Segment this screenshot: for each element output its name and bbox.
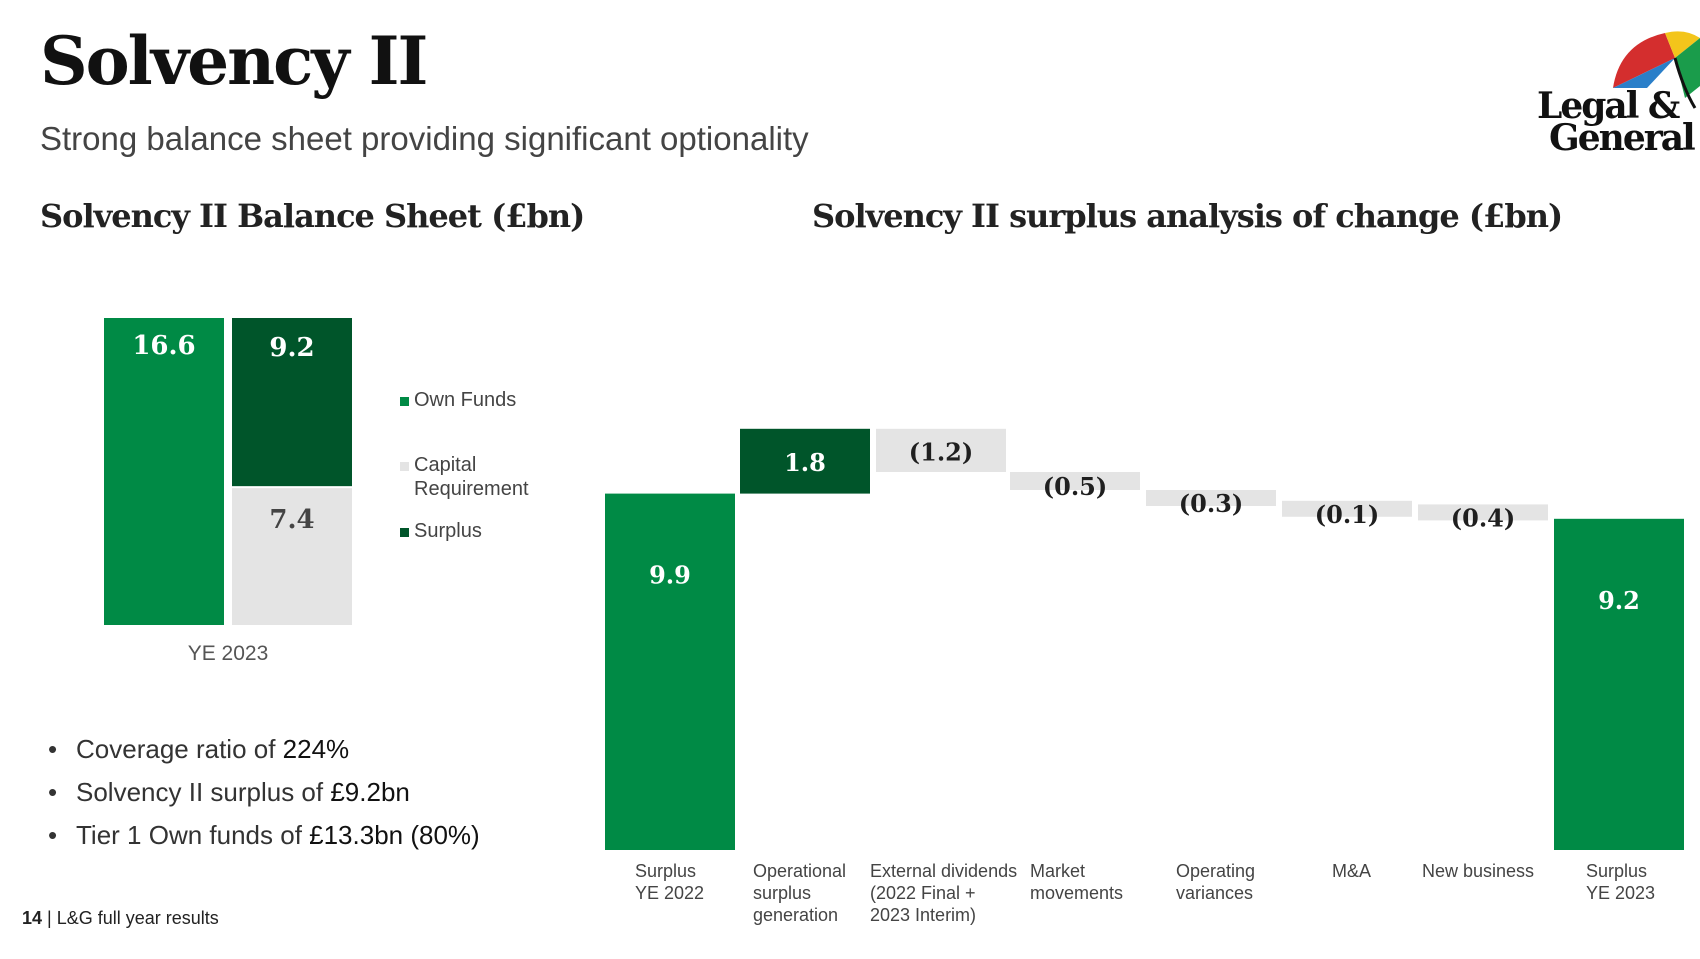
bar-own-funds <box>104 318 224 625</box>
waterfall-bar <box>1418 504 1548 521</box>
waterfall-bar <box>1146 490 1276 506</box>
waterfall-value-label: 9.2 <box>1598 586 1640 615</box>
footer: 14 | L&G full year results <box>22 908 219 929</box>
waterfall-category-label: Operational surplus generation <box>753 861 847 925</box>
waterfall-bar <box>876 428 1006 472</box>
bullet-coverage-ratio: Coverage ratio of 224% <box>48 728 480 771</box>
legend-label: Requirement <box>414 478 529 500</box>
footer-text: L&G full year results <box>56 908 219 928</box>
waterfall-bar <box>1554 518 1684 850</box>
waterfall-title: Solvency II surplus analysis of change (… <box>812 197 1563 235</box>
umbrella-icon <box>1613 31 1700 109</box>
waterfall-bar <box>1282 500 1412 517</box>
waterfall-value-label: 1.8 <box>784 448 826 477</box>
surplus-value: £9.2bn <box>330 777 410 807</box>
page-title: Solvency II <box>40 22 428 100</box>
waterfall-category-label: New business <box>1422 861 1535 881</box>
tier1-value: £13.3bn (80%) <box>309 820 480 850</box>
bullet-surplus: Solvency II surplus of £9.2bn <box>48 771 480 814</box>
waterfall-value-label: 9.9 <box>649 561 691 590</box>
waterfall-value-label: (0.1) <box>1315 500 1379 529</box>
waterfall-bar <box>740 428 870 494</box>
waterfall-bar <box>605 493 735 850</box>
legend-label: Capital <box>414 454 476 476</box>
x-tick-label: YE 2023 <box>188 642 269 665</box>
waterfall-category-label: M&A <box>1332 861 1372 881</box>
waterfall-category-label: Operating variances <box>1176 861 1256 903</box>
waterfall-category-label: Surplus YE 2023 <box>1586 861 1656 903</box>
page-subtitle: Strong balance sheet providing significa… <box>40 120 809 157</box>
legend-swatch <box>400 462 409 471</box>
bullet-tier1: Tier 1 Own funds of £13.3bn (80%) <box>48 814 480 857</box>
waterfall-value-label: (0.5) <box>1043 472 1107 501</box>
waterfall-category-label: Market movements <box>1030 861 1124 903</box>
balance-sheet-title: Solvency II Balance Sheet (£bn) <box>40 197 585 235</box>
waterfall-category-label: External dividends (2022 Final + 2023 In… <box>870 861 1018 925</box>
label-capital-requirement: 7.4 <box>269 505 314 535</box>
legend-swatch <box>400 397 409 406</box>
waterfall-value-label: (1.2) <box>909 437 973 466</box>
coverage-ratio-value: 224% <box>282 734 350 764</box>
waterfall-value-label: (0.4) <box>1451 503 1515 532</box>
footer-separator: | <box>47 908 52 928</box>
label-surplus: 9.2 <box>269 333 314 363</box>
legal-general-logo: Legal & General <box>1537 31 1700 159</box>
logo-line1: Legal & <box>1537 85 1680 127</box>
bar-surplus <box>232 318 352 487</box>
legend-swatch <box>400 528 409 537</box>
legend-label: Own Funds <box>414 389 516 411</box>
label-own-funds: 16.6 <box>132 331 195 361</box>
logo-line2: General <box>1549 117 1695 159</box>
page-number: 14 <box>22 908 43 928</box>
key-metrics-list: Coverage ratio of 224% Solvency II surpl… <box>48 728 480 857</box>
bar-capital-requirement <box>232 488 352 625</box>
waterfall-bar <box>1010 472 1140 490</box>
waterfall-value-label: (0.3) <box>1179 489 1243 518</box>
waterfall-category-label: Surplus YE 2022 <box>635 861 705 903</box>
legend-label: Surplus <box>414 520 482 542</box>
